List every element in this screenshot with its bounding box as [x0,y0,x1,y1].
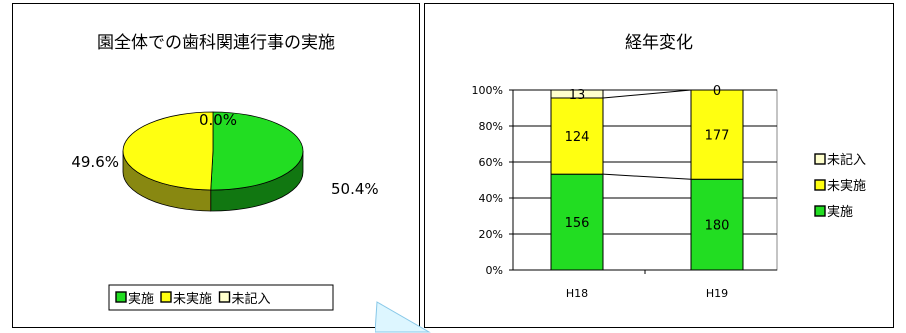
pie-label-0: 50.4% [331,180,379,198]
bar-value-label-0-1: 124 [565,130,590,145]
pie-legend-swatch-1 [160,291,172,303]
pie-slice-1 [122,111,214,191]
series-line-0 [602,173,692,180]
bar-segment-1-0 [690,178,744,271]
bar-value-label-1-0: 180 [705,219,730,234]
bar-value-label-1-2: 0 [713,84,721,99]
pie-legend-label-1: 未実施 [173,291,212,307]
pie-slice-0 [210,111,304,191]
pie-legend-swatch-0 [115,291,127,303]
bar-legend-label-0: 未記入 [827,152,866,168]
y-tick-label-3: 60% [479,156,503,169]
y-tick-label-4: 80% [479,120,503,133]
pie-legend-swatch-2 [218,291,231,303]
bar-chart-title: 経年変化 [625,33,693,53]
pie-legend-label-2: 未記入 [232,291,271,307]
bar-segment-0-2 [550,89,604,99]
bar-value-label-0-2: 13 [569,88,586,103]
bar-legend-label-1: 未実施 [827,178,866,194]
bar-segment-0-0 [550,173,604,271]
bar-segment-1-1 [690,89,744,180]
bar-value-label-1-1: 177 [705,129,730,144]
bar-legend-label-2: 実施 [827,204,853,220]
pie-chart-title: 園全体での歯科関連行事の実施 [97,33,335,53]
bar-legend-swatch-0 [814,153,826,165]
series-line-1 [602,89,692,99]
y-tick-label-1: 20% [479,228,503,241]
bar-legend-swatch-2 [814,205,826,217]
stacked-bar-chart: 0% 20% 40% 60% 80% 100% 156 124 13 H18 180 177 0 H19 未… [472,84,879,300]
pie-legend-label-0: 実施 [128,291,154,307]
pie-chart-panel: 園全体での歯科関連行事の実施 50.4% 49.6% 0.0% 実施 未実施 未記入 [12,3,420,328]
y-tick-label-0: 0% [486,264,503,277]
bar-chart-panel: 経年変化 0% 20% 40% 60% 80% 100% 156 124 13 H18 180 177… [424,3,894,328]
callout-shape [375,301,431,333]
y-tick-label-5: 100% [472,84,503,97]
pie-label-1: 49.6% [71,153,119,171]
x-tick-label-0: H18 [566,287,588,300]
bar-segment-0-1 [550,97,604,175]
pie-chart: 50.4% 49.6% 0.0% 実施 未実施 未記入 [71,111,379,311]
bar-value-label-0-0: 156 [565,216,590,231]
x-tick-label-1: H19 [706,287,728,300]
y-tick-label-2: 40% [479,192,503,205]
bar-legend-swatch-1 [814,179,826,191]
pie-label-2: 0.0% [199,111,237,129]
